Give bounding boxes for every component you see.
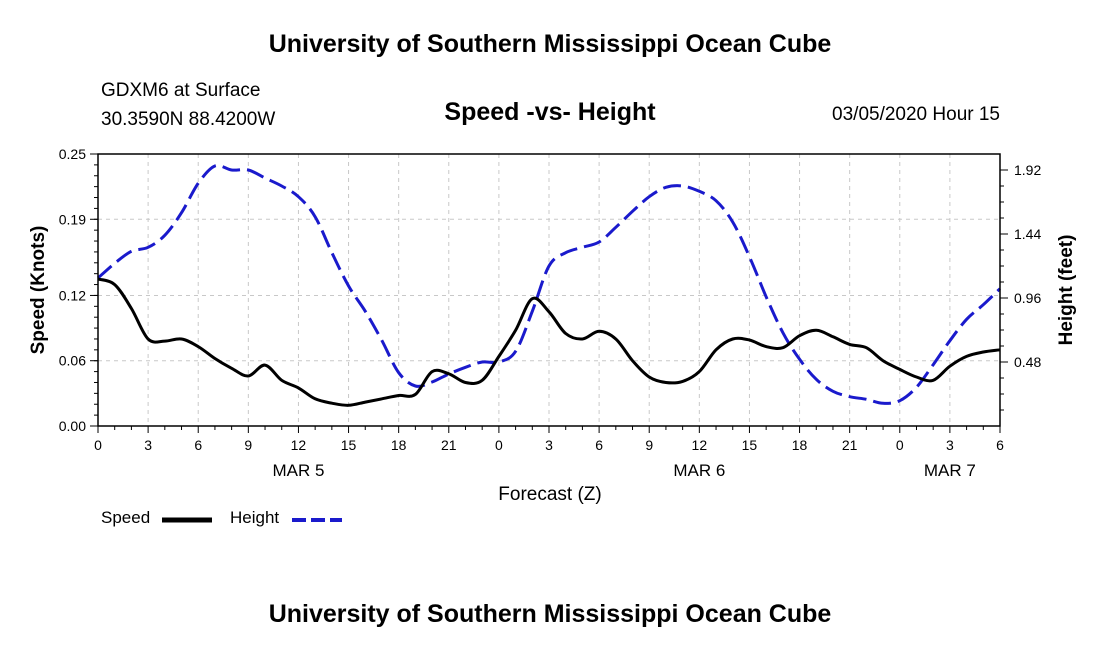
y-tick-label: 0.00 (59, 418, 86, 434)
series-layer (97, 164, 1002, 407)
x-tick-label: 21 (441, 437, 457, 453)
x-tick-label: 0 (94, 437, 102, 453)
x-tick-label: 15 (341, 437, 357, 453)
chart-title: Speed -vs- Height (444, 98, 656, 126)
date-label: MAR 6 (673, 461, 725, 480)
x-axis-title: Forecast (Z) (498, 484, 601, 505)
y-tick-label: 0.06 (59, 353, 86, 369)
x-tick-label: 12 (291, 437, 307, 453)
station-info: GDXM6 at Surface 30.3590N 88.4200W (101, 76, 275, 134)
top-title: University of Southern Mississippi Ocean… (268, 30, 832, 58)
y2-tick-label: 0.48 (1014, 354, 1041, 370)
y-axis-title: Speed (Knots) (28, 226, 49, 355)
date-label: MAR 7 (924, 461, 976, 480)
x-tick-label: 3 (144, 437, 152, 453)
legend-speed-label: Speed (101, 508, 151, 527)
bottom-title: University of Southern Mississippi Ocean… (268, 600, 832, 628)
speed-series-line (97, 277, 1001, 407)
date-label: MAR 5 (272, 461, 324, 480)
y2-tick-label: 0.96 (1014, 290, 1041, 306)
x-tick-label: 9 (244, 437, 252, 453)
y2-tick-label: 1.44 (1014, 226, 1041, 242)
x-tick-label: 18 (792, 437, 808, 453)
station-name: GDXM6 at Surface (101, 80, 261, 101)
x-tick-label: 0 (495, 437, 503, 453)
y-tick-label: 0.25 (59, 146, 86, 162)
forecast-datetime: 03/05/2020 Hour 15 (832, 104, 1000, 125)
station-coords: 30.3590N 88.4200W (101, 109, 276, 130)
x-tick-label: 0 (896, 437, 904, 453)
x-tick-label: 3 (545, 437, 553, 453)
x-tick-label: 12 (692, 437, 708, 453)
x-tick-label: 21 (842, 437, 858, 453)
y2-tick-label: 1.92 (1014, 162, 1041, 178)
x-tick-label: 6 (595, 437, 603, 453)
height-series-line (97, 164, 1002, 405)
y2-axis-title: Height (feet) (1056, 235, 1077, 346)
y-tick-label: 0.12 (59, 287, 86, 303)
x-tick-label: 9 (645, 437, 653, 453)
x-tick-label: 18 (391, 437, 407, 453)
y-tick-label: 0.19 (59, 211, 86, 227)
legend-height-label: Height (230, 508, 280, 527)
x-tick-label: 3 (946, 437, 954, 453)
x-tick-label: 6 (194, 437, 202, 453)
x-tick-label: 6 (996, 437, 1004, 453)
grid-layer (98, 154, 1000, 426)
x-tick-label: 15 (742, 437, 758, 453)
axis-layer: 0 3 6 9 12 15 18 21 0 3 6 9 12 15 18 21 0 3 6 MAR 5 MAR 6 MAR… (59, 146, 1042, 480)
